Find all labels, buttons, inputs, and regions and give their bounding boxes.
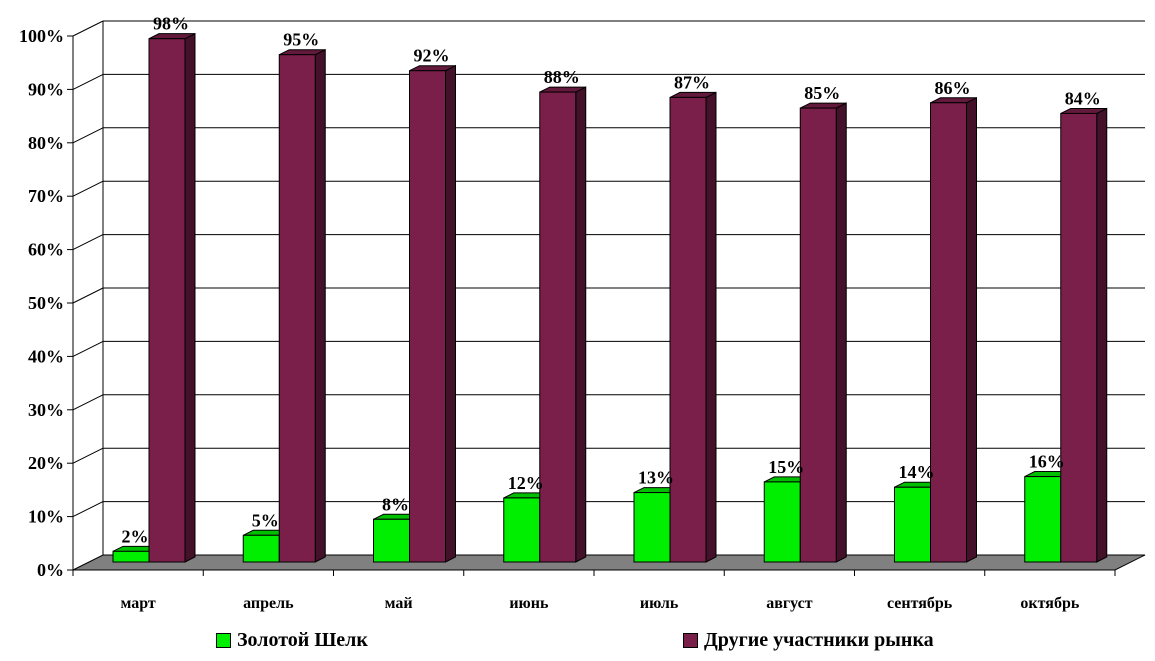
bar-2: [930, 96, 977, 563]
bar-2: [148, 32, 196, 563]
bar-front: [669, 96, 707, 563]
bar-front: [112, 550, 150, 563]
data-label: 87%: [674, 72, 710, 92]
bar-front: [1060, 112, 1098, 563]
bar-front: [373, 518, 410, 563]
bar-front: [633, 492, 671, 563]
bar-front: [763, 481, 801, 563]
bar-front: [1024, 476, 1062, 563]
bar-front: [799, 107, 837, 563]
legend-swatch-series-2: [683, 632, 698, 648]
x-tick-label: октябрь: [1020, 595, 1079, 612]
gridline-wall: [72, 501, 104, 518]
data-labels: 2% 98% 5% 95% 8% 92% 12% 88% 13% 87% 15% 85% 14% 86% 1…: [122, 14, 1101, 547]
floor-plane: [72, 554, 1146, 571]
y-tick-label: 10%: [28, 507, 64, 527]
data-label: 15%: [768, 457, 804, 477]
gridline-wall: [72, 73, 104, 90]
gridline-wall: [72, 447, 104, 464]
y-tick-labels: 0% 10% 20% 30% 40% 50% 60% 70% 80% 90% 100%: [19, 26, 64, 580]
x-tick-labels: март апрель май июнь июль август сентябрь октяб…: [120, 595, 1079, 612]
bar-front: [894, 486, 931, 563]
bar-2: [669, 91, 717, 563]
data-label: 92%: [414, 46, 450, 66]
y-tick-label: 80%: [28, 133, 64, 153]
y-tick-label: 30%: [28, 400, 64, 420]
bar-front: [503, 497, 541, 563]
bar-2: [409, 64, 456, 563]
bar-side: [705, 91, 717, 563]
x-tick-label: июль: [640, 595, 679, 612]
y-tick-label: 70%: [28, 186, 64, 206]
bar-2: [539, 86, 587, 563]
bar-side: [314, 48, 326, 563]
data-label: 86%: [935, 78, 971, 98]
x-tick-label: апрель: [243, 595, 294, 612]
chart-floor: [72, 554, 1146, 571]
data-label: 84%: [1065, 88, 1101, 108]
gridline-wall: [72, 180, 104, 197]
data-label: 88%: [544, 67, 580, 87]
legend-item-series-2: Другие участники рынка: [683, 627, 934, 653]
bar-2: [1060, 107, 1108, 563]
bar-side: [445, 64, 456, 563]
gridline-wall: [72, 394, 104, 411]
data-label: 13%: [638, 468, 674, 488]
bar-front: [539, 91, 577, 563]
y-tick-label: 90%: [28, 79, 64, 99]
bar-front: [409, 70, 446, 563]
bar-side: [575, 86, 587, 563]
bars: [112, 32, 1108, 563]
data-label: 16%: [1029, 452, 1065, 472]
bar-side: [1096, 107, 1108, 563]
gridline-wall: [72, 20, 104, 37]
y-tick-label: 40%: [28, 346, 64, 366]
data-label: 5%: [252, 510, 279, 530]
y-tick-label: 60%: [28, 240, 64, 260]
x-tick-label: август: [766, 595, 813, 612]
bar-2: [799, 102, 847, 563]
legend-swatch-series-1: [216, 632, 231, 648]
gridline-wall: [72, 234, 104, 251]
bar-side: [835, 102, 847, 563]
x-tick-label: март: [120, 595, 155, 612]
gridline-wall: [72, 127, 104, 144]
data-label: 8%: [382, 494, 409, 514]
gridline-wall: [72, 287, 104, 304]
data-label: 14%: [899, 462, 935, 482]
y-tick-label: 50%: [28, 293, 64, 313]
y-tick-label: 0%: [37, 560, 64, 580]
data-label: 95%: [283, 30, 319, 50]
gridline-wall: [72, 340, 104, 357]
legend-label-series-2: Другие участники рынка: [704, 628, 934, 651]
data-label: 98%: [153, 14, 189, 34]
axes: [67, 35, 1116, 576]
data-label: 12%: [508, 473, 544, 493]
bar-front: [148, 38, 186, 563]
bar-front: [242, 534, 280, 563]
x-tick-label: июнь: [509, 595, 549, 612]
legend-item-series-1: Золотой Шелк: [216, 627, 368, 653]
data-label: 2%: [122, 526, 149, 546]
y-tick-label: 20%: [28, 453, 64, 473]
y-tick-label: 100%: [19, 26, 64, 46]
legend-label-series-1: Золотой Шелк: [237, 628, 368, 651]
bar-front: [278, 54, 316, 563]
x-tick-label: май: [385, 595, 413, 612]
data-label: 85%: [804, 83, 840, 103]
bar-front: [930, 102, 967, 563]
bar-side: [184, 32, 196, 563]
bar-2: [278, 48, 326, 563]
x-tick-label: сентябрь: [887, 595, 953, 612]
gridlines: [72, 20, 1145, 555]
bar-side: [966, 96, 977, 563]
